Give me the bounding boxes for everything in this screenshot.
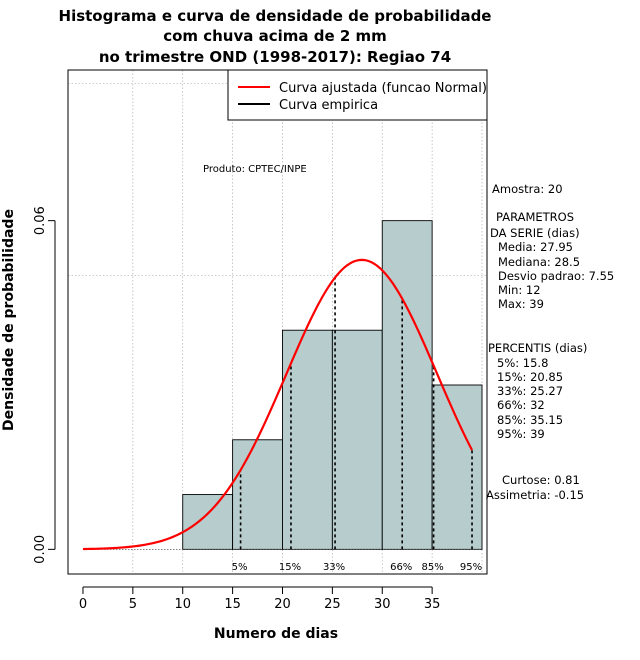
percentile-label: 15% <box>279 562 301 573</box>
param-max: Max: 39 <box>498 297 544 311</box>
curve-layer <box>82 258 474 551</box>
pct-85: 85%: 35.15 <box>497 413 563 427</box>
pct-5: 5%: 15.8 <box>497 356 548 370</box>
title-line-1: Histograma e curva de densidade de proba… <box>59 7 492 25</box>
title-line-2: com chuva acima de 2 mm <box>163 27 387 45</box>
normal-curve-line <box>82 258 474 551</box>
x-tick-label: 0 <box>79 597 87 612</box>
param-header-1: PARAMETROS <box>496 210 574 224</box>
pct-66: 66%: 32 <box>497 398 545 412</box>
x-tick-label: 20 <box>274 597 291 612</box>
title-line-3: no trimestre OND (1998-2017): Regiao 74 <box>99 48 451 66</box>
param-mean: Media: 27.95 <box>498 240 573 254</box>
histogram-bar <box>431 384 483 550</box>
x-tick-label: 5 <box>129 597 137 612</box>
percentile-label: 5% <box>232 562 248 573</box>
percentile-label: 85% <box>422 562 444 573</box>
empirical-layer <box>239 277 473 550</box>
axes-layer: 0 5 10 15 20 25 30 35 0.00 0.06 <box>33 206 440 612</box>
legend-label-normal: Curva ajustada (funcao Normal) <box>279 81 487 96</box>
x-tick-label: 35 <box>424 597 441 612</box>
pct-95: 95%: 39 <box>497 427 545 441</box>
param-header-2: DA SERIE (dias) <box>490 226 580 240</box>
sample-size: Amostra: 20 <box>492 182 563 196</box>
kurtosis: Curtose: 0.81 <box>502 473 580 487</box>
stats-panel: Amostra: 20 PARAMETROS DA SERIE (dias) M… <box>486 182 614 502</box>
histogram-bar <box>331 329 383 550</box>
pct-header: PERCENTIS (dias) <box>488 341 587 355</box>
x-tick-label: 30 <box>374 597 391 612</box>
param-median: Mediana: 28.5 <box>498 255 580 269</box>
y-tick-label: 0.06 <box>33 206 48 235</box>
y-axis-title: Densidade de probabilidade <box>1 209 17 431</box>
x-axis-title: Numero de dias <box>214 626 338 642</box>
percentile-label: 95% <box>460 562 482 573</box>
x-tick-label: 10 <box>174 597 191 612</box>
x-tick-label: 25 <box>324 597 341 612</box>
skewness: Assimetria: -0.15 <box>486 488 584 502</box>
legend: Curva ajustada (funcao Normal) Curva emp… <box>227 69 488 121</box>
legend-box <box>227 69 488 121</box>
product-label: Produto: CPTEC/INPE <box>203 164 307 175</box>
y-tick-label: 0.00 <box>33 535 48 564</box>
x-tick-label: 15 <box>224 597 241 612</box>
percentile-label: 66% <box>390 562 412 573</box>
legend-label-empirical: Curva empirica <box>279 98 378 113</box>
percentile-labels: 5% 15% 33% 66% 85% 95% <box>232 562 483 573</box>
param-sd: Desvio padrao: 7.55 <box>498 269 614 283</box>
percentile-label: 33% <box>323 562 345 573</box>
chart-title: Histograma e curva de densidade de proba… <box>59 7 492 66</box>
histogram-bar <box>381 220 433 550</box>
pct-15: 15%: 20.85 <box>497 370 563 384</box>
histogram-bar <box>182 494 234 550</box>
pct-33: 33%: 25.27 <box>497 384 563 398</box>
param-min: Min: 12 <box>498 283 541 297</box>
